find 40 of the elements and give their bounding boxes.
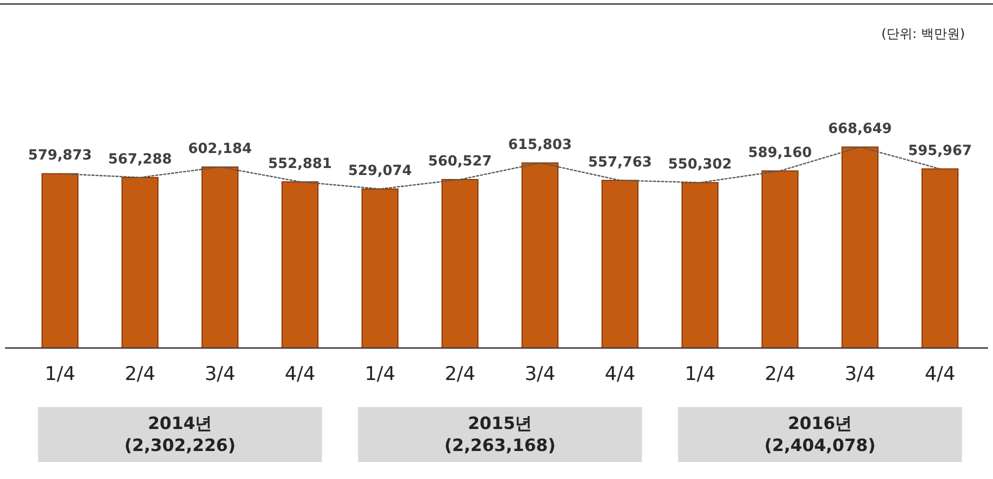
data-label: 529,074 — [348, 162, 412, 179]
bar — [282, 181, 318, 348]
bar — [922, 168, 958, 348]
bar — [122, 176, 158, 348]
bar — [682, 182, 718, 348]
bar — [522, 162, 558, 348]
x-tick-label: 2/4 — [764, 363, 796, 385]
data-label: 550,302 — [668, 156, 732, 173]
data-label: 579,873 — [28, 148, 92, 164]
x-tick-label: 4/4 — [604, 363, 636, 385]
bar — [842, 146, 878, 348]
data-label: 567,288 — [108, 151, 172, 168]
text: 2014년 (2,302,226) — [124, 414, 236, 456]
x-tick-label: 1/4 — [684, 363, 716, 385]
text: 2016년 (2,404,078) — [764, 414, 876, 456]
data-label: 557,763 — [588, 154, 652, 170]
x-tick-label: 2/4 — [124, 363, 156, 385]
data-label: 589,160 — [748, 144, 812, 161]
bar — [362, 188, 398, 348]
x-tick-label: 3/4 — [524, 363, 556, 385]
data-label: 560,527 — [428, 154, 492, 170]
bar — [42, 173, 78, 348]
x-tick-label: 3/4 — [844, 363, 876, 385]
text: 2015년 (2,263,168) — [444, 414, 556, 456]
x-tick-label: 4/4 — [284, 363, 316, 385]
x-tick-label: 1/4 — [364, 363, 396, 385]
bar — [602, 180, 638, 348]
bar — [202, 166, 238, 348]
x-tick-label: 1/4 — [44, 363, 76, 385]
x-tick-label: 2/4 — [444, 363, 476, 385]
data-label: 602,184 — [188, 140, 252, 157]
data-label: 615,803 — [508, 136, 572, 153]
data-label: 552,881 — [268, 156, 332, 172]
data-label: 595,967 — [908, 142, 972, 159]
data-label: 668,649 — [828, 121, 892, 137]
x-tick-label: 4/4 — [924, 363, 956, 385]
text: (단위: 백만원) — [881, 27, 965, 42]
bar — [762, 170, 798, 348]
bar — [442, 179, 478, 348]
x-tick-label: 3/4 — [204, 363, 236, 385]
